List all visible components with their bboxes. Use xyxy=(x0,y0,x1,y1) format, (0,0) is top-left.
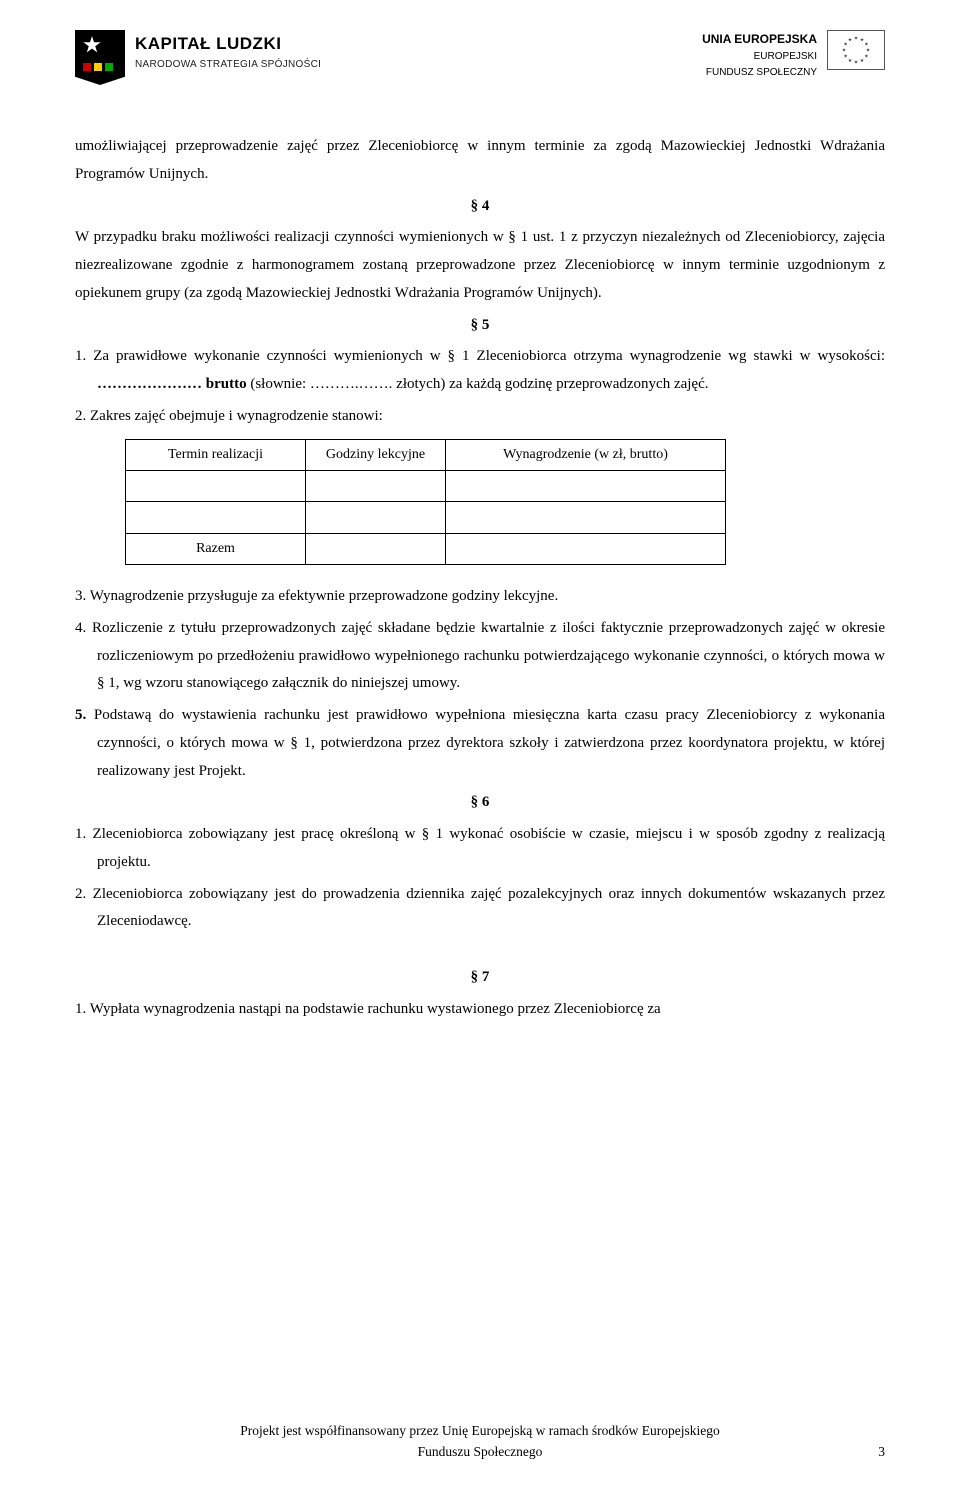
page: KAPITAŁ LUDZKI NARODOWA STRATEGIA SPÓJNO… xyxy=(0,0,960,1493)
eu-text-block: UNIA EUROPEJSKA EUROPEJSKI FUNDUSZ SPOŁE… xyxy=(702,30,817,81)
header-left: KAPITAŁ LUDZKI NARODOWA STRATEGIA SPÓJNO… xyxy=(75,30,321,85)
footer-line1: Projekt jest współfinansowany przez Unię… xyxy=(240,1423,720,1438)
kapital-title: KAPITAŁ LUDZKI xyxy=(135,30,321,57)
page-number: 3 xyxy=(855,1441,885,1463)
td-razem: Razem xyxy=(126,533,306,564)
list-item-7-1: 1. Wypłata wynagrodzenia nastąpi na pods… xyxy=(75,996,885,1024)
header-right: UNIA EUROPEJSKA EUROPEJSKI FUNDUSZ SPOŁE… xyxy=(702,30,885,81)
li5-text: Podstawą do wystawienia rachunku jest pr… xyxy=(86,707,885,779)
header: KAPITAŁ LUDZKI NARODOWA STRATEGIA SPÓJNO… xyxy=(75,30,885,85)
para-2: W przypadku braku możliwości realizacji … xyxy=(75,224,885,307)
section-5-heading: § 5 xyxy=(75,312,885,340)
list-item-6-2: 2. Zleceniobiorca zobowiązany jest do pr… xyxy=(75,881,885,937)
table-row xyxy=(126,470,726,501)
th-pay: Wynagrodzenie (w zł, brutto) xyxy=(446,439,726,470)
section-4-heading: § 4 xyxy=(75,193,885,221)
list-item-5-1: 1. Za prawidłowe wykonanie czynności wym… xyxy=(75,343,885,399)
list-item-5-2: 2. Zakres zajęć obejmuje i wynagrodzenie… xyxy=(75,403,885,431)
kapital-subtitle: NARODOWA STRATEGIA SPÓJNOŚCI xyxy=(135,57,321,73)
footer-line2: Funduszu Społecznego xyxy=(418,1444,543,1459)
li1-a: 1. Za prawidłowe wykonanie czynności wym… xyxy=(75,348,885,364)
list-item-5-3: 3. Wynagrodzenie przysługuje za efektywn… xyxy=(75,583,885,611)
section-6-heading: § 6 xyxy=(75,789,885,817)
eu-flag-icon xyxy=(827,30,885,70)
document-body: umożliwiającej przeprowadzenie zajęć prz… xyxy=(75,133,885,1024)
list-item-6-1: 1. Zleceniobiorca zobowiązany jest pracę… xyxy=(75,821,885,877)
li5-num: 5. xyxy=(75,707,86,723)
section-7-heading: § 7 xyxy=(75,964,885,992)
table-row xyxy=(126,502,726,533)
li1-c: (słownie: ……….……. złotych) za każdą godz… xyxy=(247,376,709,392)
footer: Projekt jest współfinansowany przez Unię… xyxy=(75,1420,885,1463)
th-term: Termin realizacji xyxy=(126,439,306,470)
payment-table: Termin realizacji Godziny lekcyjne Wynag… xyxy=(125,439,726,566)
eu-line1: UNIA EUROPEJSKA xyxy=(702,30,817,49)
list-item-5-5: 5. Podstawą do wystawienia rachunku jest… xyxy=(75,702,885,785)
footer-text: Projekt jest współfinansowany przez Unię… xyxy=(105,1420,855,1463)
eu-line2: EUROPEJSKI xyxy=(702,49,817,65)
li1-b: ………………… brutto xyxy=(97,376,247,392)
table-row-total: Razem xyxy=(126,533,726,564)
kapital-text-block: KAPITAŁ LUDZKI NARODOWA STRATEGIA SPÓJNO… xyxy=(135,30,321,73)
para-1: umożliwiającej przeprowadzenie zajęć prz… xyxy=(75,133,885,189)
th-hours: Godziny lekcyjne xyxy=(306,439,446,470)
kapital-logo-icon xyxy=(75,30,125,85)
eu-line3: FUNDUSZ SPOŁECZNY xyxy=(702,65,817,81)
list-item-5-4: 4. Rozliczenie z tytułu przeprowadzonych… xyxy=(75,615,885,698)
